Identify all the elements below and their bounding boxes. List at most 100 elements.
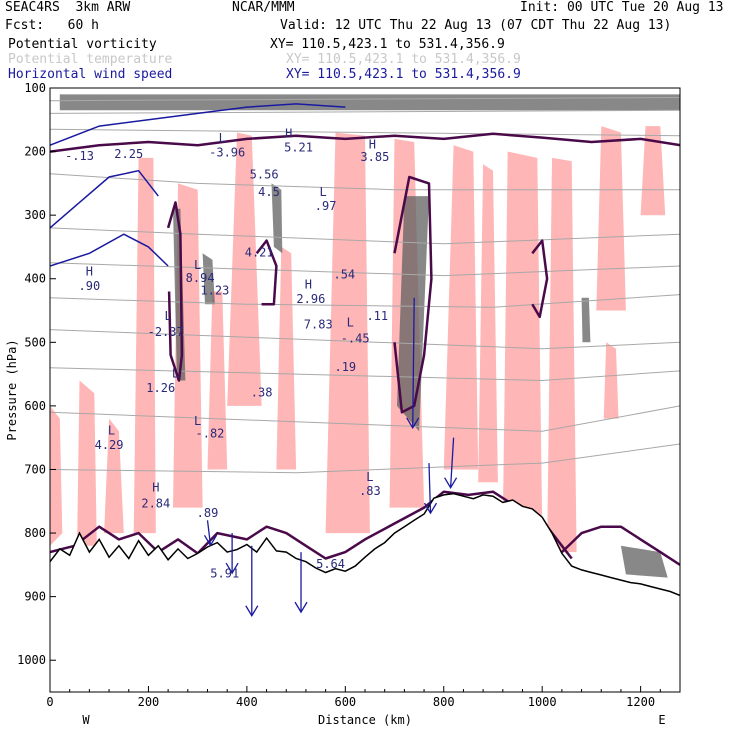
wind-vector-head (225, 562, 239, 575)
gray-shading-region (202, 253, 215, 305)
wind-isotach (50, 103, 346, 146)
pink-shading-region (596, 126, 626, 311)
contour-label: .54 (333, 268, 355, 282)
terrain-line (50, 492, 680, 597)
valid-time: Valid: 12 UTC Thu 22 Aug 13 (07 CDT Thu … (280, 18, 672, 33)
x-axis-right-end-label: E (658, 713, 665, 727)
pink-shading-region (325, 132, 370, 534)
contour-label: 1.26 (146, 381, 175, 395)
wind-vector (225, 533, 239, 575)
contour-label: L (219, 131, 226, 145)
contour-label: -3.96 (209, 146, 245, 160)
x-tick-label: 200 (138, 695, 160, 709)
contour-label: .11 (366, 309, 388, 323)
contour-label: -.82 (196, 427, 225, 441)
theta-contour (50, 329, 680, 350)
contour-label: 5.56 (250, 167, 279, 181)
contour-label: L (347, 315, 354, 329)
pink-shading-region (207, 291, 228, 470)
contour-label: 8.94 (186, 271, 215, 285)
pv-contour (50, 490, 573, 560)
contour-label: H (369, 137, 376, 151)
pink-shading-region (50, 405, 63, 546)
contour-label: -.13 (65, 149, 94, 163)
gray-shading-region (620, 545, 668, 578)
x-axis-left-end-label: W (82, 713, 90, 727)
contour-label: .90 (79, 279, 101, 293)
theta-contour (50, 109, 680, 114)
contour-label: .19 (334, 360, 356, 374)
contour-label: H (86, 265, 93, 279)
wind-vector-head (423, 502, 438, 515)
contour-label: 1.23 (200, 284, 229, 298)
x-tick-label: 800 (433, 695, 455, 709)
y-tick-label: 700 (24, 462, 46, 476)
contour-label: -2.37 (148, 325, 184, 339)
pv-contour (561, 525, 680, 566)
y-tick-label: 300 (24, 208, 46, 222)
pink-shading-region (276, 246, 297, 470)
theta-contour (50, 294, 680, 308)
contour-label: L (194, 258, 201, 272)
wind-vector (203, 520, 218, 547)
contour-label: 3.85 (360, 150, 389, 164)
wind-vector (423, 463, 438, 515)
wind-vector-head (245, 605, 259, 618)
y-tick-label: 500 (24, 335, 46, 349)
contour-label: 4.29 (95, 438, 124, 452)
wind-vector-head (444, 477, 458, 489)
init-time: Init: 00 UTC Tue 20 Aug 13 (520, 0, 724, 15)
field-label-theta: Potential temperature (8, 52, 173, 67)
organization: NCAR/MMM (232, 0, 295, 15)
pink-shading-region (478, 164, 498, 483)
wind-vector-head (294, 601, 308, 614)
x-tick-label: 0 (46, 695, 53, 709)
pink-shading-region (547, 157, 577, 553)
contour-label: 4.5 (258, 185, 280, 199)
contour-label: L (165, 309, 172, 323)
contour-label: 2.96 (296, 292, 325, 306)
x-axis-title: Distance (km) (318, 713, 412, 727)
field-xy-wind: XY= 110.5,423.1 to 531.4,356.9 (286, 67, 521, 82)
contour-label: 5.91 (210, 567, 239, 581)
wind-vector-head (406, 417, 420, 430)
theta-contour (50, 97, 680, 102)
contour-label: H (305, 277, 312, 291)
gray-shading-region (581, 297, 591, 343)
field-label-pv: Potential vorticity (8, 37, 157, 52)
wind-vector-shaft (206, 520, 212, 546)
theta-contour (50, 262, 680, 277)
contour-label: L (194, 414, 201, 428)
forecast-hour: Fcst: 60 h (5, 18, 99, 33)
wind-isotach (50, 233, 169, 267)
x-tick-label: 1200 (626, 695, 655, 709)
contour-label: H (152, 481, 159, 495)
wind-vector (444, 437, 458, 489)
wind-vector (245, 545, 259, 618)
contour-label: L (320, 185, 327, 199)
pink-shading-region (77, 380, 97, 546)
contour-label: 2.84 (141, 497, 170, 511)
y-tick-label: 900 (24, 590, 46, 604)
y-tick-label: 100 (24, 81, 46, 95)
theta-contour (50, 173, 680, 191)
y-tick-label: 800 (24, 526, 46, 540)
contour-label: .89 (197, 506, 219, 520)
wind-vector (294, 552, 308, 614)
y-tick-label: 600 (24, 399, 46, 413)
pink-shading-region (640, 126, 666, 216)
contour-label: 5.21 (284, 141, 313, 155)
model-name: SEAC4RS 3km ARW (5, 0, 131, 15)
pv-contour (50, 132, 680, 153)
wind-vector-shaft (412, 297, 415, 428)
field-label-wind: Horizontal wind speed (8, 67, 173, 82)
wind-isotach (50, 169, 159, 229)
y-tick-label: 400 (24, 272, 46, 286)
contour-label: H (285, 127, 292, 141)
terrain-fill (50, 493, 680, 692)
contour-label: 5.64 (316, 557, 345, 571)
field-xy-theta: XY= 110.5,423.1 to 531.4,356.9 (286, 52, 521, 67)
x-tick-label: 600 (334, 695, 356, 709)
wind-vector-head (203, 535, 218, 547)
